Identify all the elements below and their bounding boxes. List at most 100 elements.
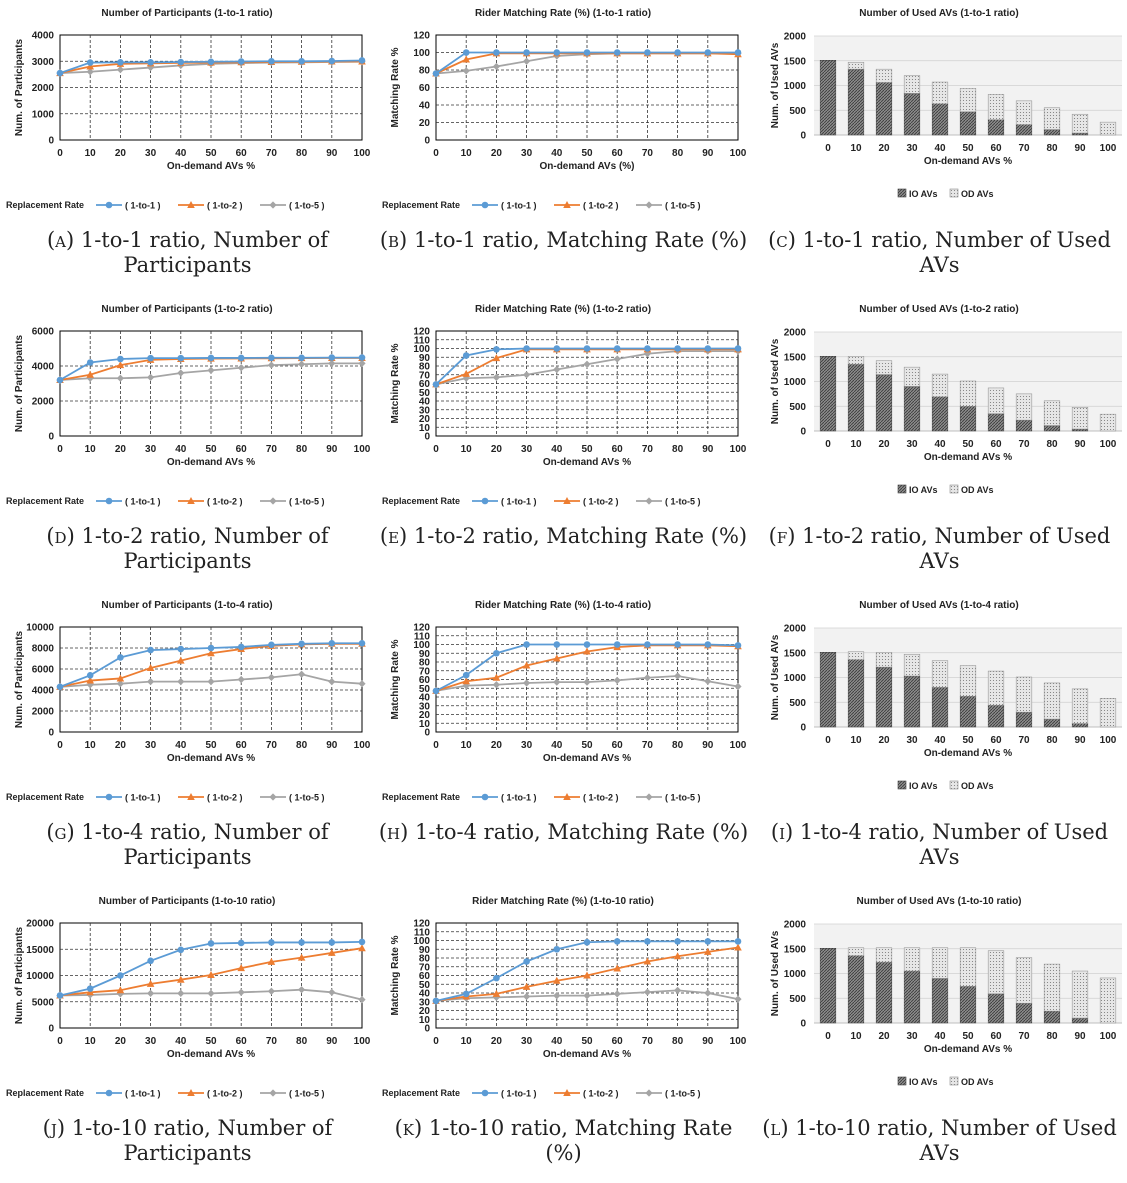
data-point [86, 672, 94, 679]
data-point [358, 938, 366, 946]
data-point [328, 57, 336, 65]
x-tick-label: 20 [491, 740, 503, 751]
data-point [207, 649, 215, 657]
legend-marker [563, 497, 571, 504]
legend-label: ( 1-to-1 ) [125, 201, 161, 211]
legend-marker [105, 201, 113, 209]
data-point [358, 944, 366, 952]
data-point [674, 986, 682, 994]
chart-d: Number of Participants (1-to-2 ratio) 0 20… [6, 304, 371, 507]
bar-od [903, 75, 921, 94]
x-tick-label: 70 [1018, 735, 1030, 746]
chart-e: Rider Matching Rate (%) (1-to-2 ratio)01… [382, 304, 747, 507]
legend-entry: OD AVs [949, 188, 994, 199]
x-tick-label: 50 [962, 143, 974, 154]
bar-od [987, 670, 1005, 706]
legend-label: ( 1-to-2 ) [207, 201, 243, 211]
y-tick-label: 50 [419, 388, 431, 399]
legend-label: ( 1-to-5 ) [289, 1089, 325, 1099]
series-1 [432, 641, 742, 695]
x-axis-label: On-demand AVs % [167, 457, 255, 468]
data-point [492, 354, 501, 362]
chart-title: Number of Used AVs (1-to-2 ratio) [859, 304, 1018, 315]
legend-swatch [897, 1076, 907, 1086]
y-tick-label: 0 [48, 1024, 54, 1035]
data-point [358, 57, 366, 64]
caption-text: 1-to-4 ratio, Number of Participants [81, 820, 329, 869]
data-point [523, 992, 531, 1001]
data-point [522, 982, 531, 990]
bar-io [875, 961, 893, 1024]
figure-caption: (i) 1-to-4 ratio, Number of Used AVs [752, 820, 1127, 886]
bar-od [1099, 121, 1117, 136]
caption-text: 1-to-1 ratio, Number of Used AVs [802, 228, 1111, 277]
legend-entry: IO AVs [897, 780, 938, 791]
chart-j: Number of Participants (1-to-10 ratio) 0 5… [6, 896, 371, 1099]
data-point [734, 995, 742, 1003]
bar-io [1015, 1002, 1033, 1024]
figure-panel-d: Number of Participants (1-to-2 ratio) 0 20… [0, 296, 375, 591]
bar-od [1099, 413, 1117, 432]
x-tick-label: 60 [612, 1036, 624, 1047]
data-point [553, 49, 561, 56]
chart-i: Number of Used AVs (1-to-4 ratio)0500100… [770, 600, 1122, 791]
data-point [643, 957, 652, 965]
data-point [268, 641, 275, 649]
legend-label: ( 1-to-2 ) [207, 497, 243, 507]
bar-io [959, 986, 977, 1024]
y-tick-label: 20 [419, 118, 431, 129]
x-tick-label: 50 [205, 444, 217, 455]
bar-od [987, 387, 1005, 414]
x-tick-label: 20 [878, 143, 890, 154]
figure-caption: (k) 1-to-10 ratio, Matching Rate (%) [376, 1116, 751, 1182]
x-tick-label: 20 [878, 439, 890, 450]
legend-title: Replacement Rate [382, 792, 460, 802]
y-tick-label: 0 [800, 1019, 806, 1030]
chart-title: Number of Used AVs (1-to-4 ratio) [859, 600, 1018, 611]
bar-od [875, 68, 893, 83]
bar-od [1015, 676, 1033, 713]
figure-panel-e: Rider Matching Rate (%) (1-to-2 ratio) 0 1… [376, 296, 751, 591]
figure-panel-g: Number of Participants (1-to-4 ratio) 0 20… [0, 592, 375, 887]
bar-io [903, 386, 921, 432]
figure-caption: (b) 1-to-1 ratio, Matching Rate (%) [376, 228, 751, 294]
bar-io [1043, 425, 1061, 432]
data-point [237, 939, 245, 947]
x-tick-label: 40 [551, 444, 563, 455]
data-point [613, 938, 621, 945]
legend-label: ( 1-to-2 ) [583, 201, 619, 211]
x-tick-label: 60 [236, 148, 248, 159]
x-tick-label: 80 [672, 740, 684, 751]
chart-c: Number of Used AVs (1-to-1 ratio)0500100… [770, 8, 1122, 199]
x-tick-label: 40 [934, 735, 946, 746]
y-tick-label: 8000 [32, 644, 55, 655]
x-tick-label: 40 [551, 148, 563, 159]
chart-title: Number of Participants (1-to-1 ratio) [101, 8, 272, 19]
x-axis-label: On-demand AVs % [543, 753, 631, 764]
legend-label: ( 1-to-5 ) [665, 793, 701, 803]
legend-entry: OD AVs [949, 1076, 994, 1087]
x-tick-label: 70 [642, 1036, 654, 1047]
y-tick-label: 0 [800, 131, 806, 142]
y-tick-label: 0 [800, 723, 806, 734]
y-tick-label: 1500 [784, 944, 807, 955]
x-tick-label: 10 [850, 143, 862, 154]
x-tick-label: 70 [1018, 143, 1030, 154]
data-point [237, 964, 245, 972]
x-tick-label: 90 [326, 444, 338, 455]
bar-od [1043, 963, 1061, 1012]
y-tick-label: 0 [48, 136, 54, 147]
x-tick-label: 100 [730, 148, 747, 159]
data-point [674, 641, 681, 648]
x-tick-label: 10 [461, 740, 473, 751]
x-tick-label: 100 [1100, 735, 1117, 746]
data-point [207, 58, 215, 66]
y-tick-label: 1000 [784, 969, 807, 980]
y-tick-label: 2000 [32, 707, 55, 718]
series-1 [432, 938, 742, 1005]
y-axis-label: Num. of Used AVs [770, 42, 781, 128]
bar-od [959, 947, 977, 987]
y-axis-label: Num. of Used AVs [770, 930, 781, 1016]
data-point [86, 676, 94, 684]
